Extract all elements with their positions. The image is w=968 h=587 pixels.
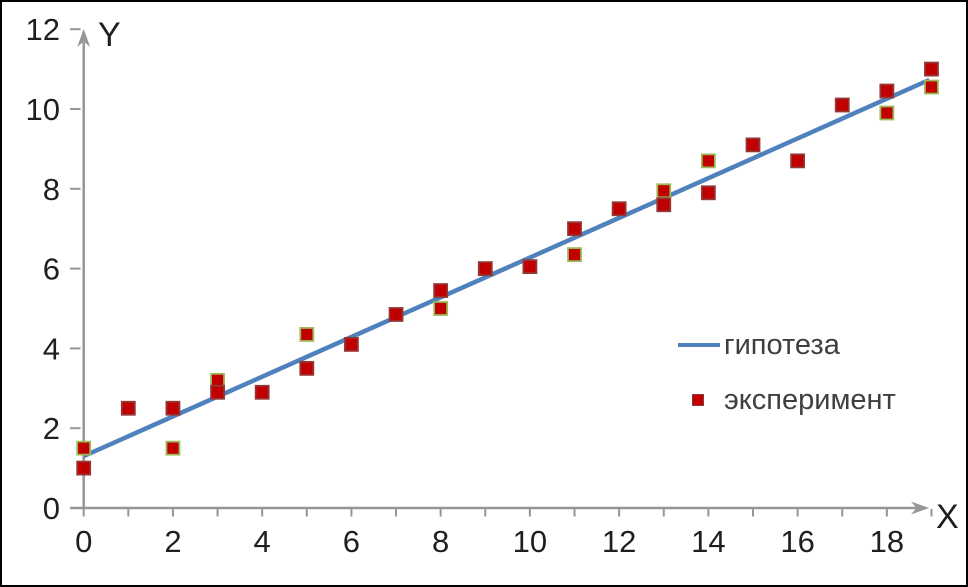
data-point-marker xyxy=(344,337,359,352)
data-point-marker xyxy=(477,261,493,277)
x-axis-arrow-icon xyxy=(911,501,929,515)
data-point-marker xyxy=(790,153,806,169)
svg-text:16: 16 xyxy=(780,524,814,559)
data-point-marker xyxy=(165,400,181,416)
svg-text:6: 6 xyxy=(43,252,60,287)
data-point-marker xyxy=(924,61,939,77)
legend-label-hypothesis: гипотеза xyxy=(724,328,840,361)
axes xyxy=(70,28,933,517)
svg-text:2: 2 xyxy=(43,411,60,446)
svg-text:8: 8 xyxy=(43,172,60,207)
svg-text:6: 6 xyxy=(343,524,360,559)
legend: гипотеза эксперимент xyxy=(678,325,896,420)
data-point-marker xyxy=(76,460,92,476)
legend-item-experiment: эксперимент xyxy=(678,380,896,420)
svg-text:2: 2 xyxy=(164,524,181,559)
data-point-marker xyxy=(879,105,895,121)
square-swatch-icon xyxy=(692,394,704,406)
data-point-marker xyxy=(611,201,627,217)
line-swatch-icon xyxy=(678,343,720,347)
data-point-marker xyxy=(567,221,582,237)
svg-text:4: 4 xyxy=(254,524,271,559)
svg-text:0: 0 xyxy=(43,491,60,526)
data-point-marker xyxy=(433,301,449,316)
data-point-marker xyxy=(700,153,716,169)
data-point-marker xyxy=(120,400,136,416)
data-point-marker xyxy=(522,259,538,275)
svg-text:14: 14 xyxy=(691,524,725,559)
x-axis-title: X xyxy=(936,498,959,536)
legend-label-experiment: эксперимент xyxy=(724,383,896,416)
data-point-marker xyxy=(700,185,716,201)
svg-text:18: 18 xyxy=(870,524,904,559)
data-point-marker xyxy=(879,83,895,99)
svg-text:0: 0 xyxy=(75,524,92,559)
y-axis-title: Y xyxy=(98,16,121,54)
svg-text:12: 12 xyxy=(602,524,636,559)
data-point-marker xyxy=(924,79,939,95)
data-point-marker xyxy=(834,97,850,113)
data-point-marker xyxy=(254,384,270,400)
data-point-marker xyxy=(165,440,181,456)
svg-text:4: 4 xyxy=(43,331,60,366)
data-point-marker xyxy=(656,183,672,199)
data-point-marker xyxy=(299,327,315,342)
legend-item-hypothesis: гипотеза xyxy=(678,325,896,365)
y-axis-arrow-icon xyxy=(77,29,91,47)
data-point-marker xyxy=(745,137,761,153)
data-point-marker xyxy=(388,307,404,322)
svg-text:10: 10 xyxy=(26,92,60,127)
svg-text:12: 12 xyxy=(26,12,60,47)
data-point-marker xyxy=(76,440,92,456)
experiment-points xyxy=(76,61,939,476)
data-point-marker xyxy=(210,372,225,388)
data-point-marker xyxy=(656,197,672,213)
svg-text:10: 10 xyxy=(513,524,547,559)
x-tick-labels: 0 2 4 6 8 10 12 14 16 18 xyxy=(75,524,904,559)
data-point-marker xyxy=(567,247,582,263)
data-point-marker xyxy=(433,283,449,298)
data-point-marker xyxy=(299,360,315,376)
y-tick-labels: 0 2 4 6 8 10 12 xyxy=(26,12,60,526)
data-point-marker xyxy=(210,384,225,400)
svg-text:8: 8 xyxy=(432,524,449,559)
